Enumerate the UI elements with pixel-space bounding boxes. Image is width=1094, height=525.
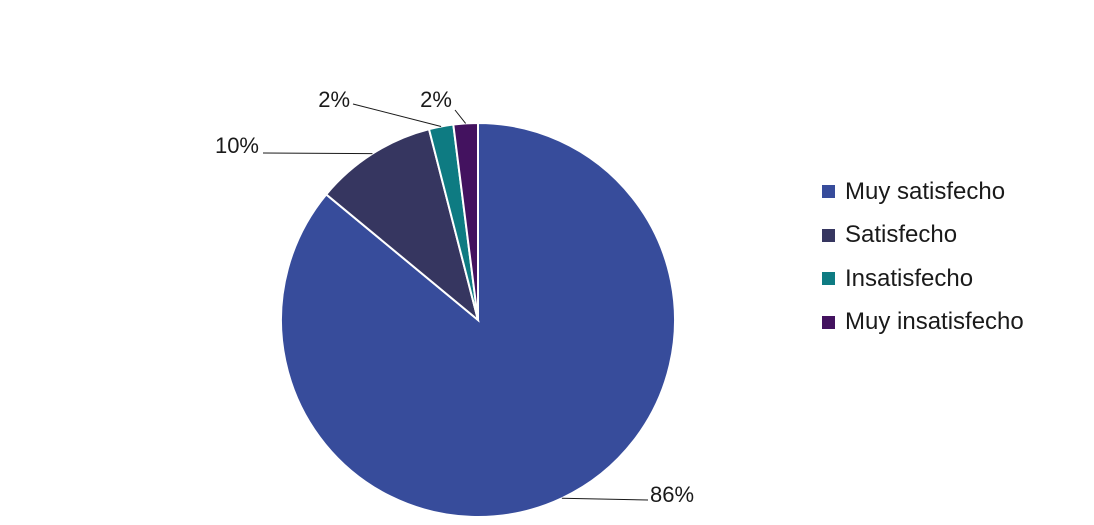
- legend-item-muy-satisfecho: Muy satisfecho: [822, 170, 1024, 214]
- legend-swatch: [822, 229, 835, 242]
- leader-line-muy-insatisfecho: [455, 110, 466, 123]
- legend-label: Muy insatisfecho: [845, 308, 1024, 336]
- data-label-satisfecho: 10%: [215, 133, 259, 158]
- data-label-muy-satisfecho: 86%: [650, 482, 694, 507]
- leader-line-muy-satisfecho: [562, 498, 648, 500]
- legend-label: Insatisfecho: [845, 265, 973, 293]
- data-label-insatisfecho: 2%: [318, 87, 350, 112]
- legend-label: Muy satisfecho: [845, 178, 1005, 206]
- legend-item-muy-insatisfecho: Muy insatisfecho: [822, 301, 1024, 345]
- data-label-muy-insatisfecho: 2%: [420, 87, 452, 112]
- legend-item-satisfecho: Satisfecho: [822, 214, 1024, 258]
- legend-swatch: [822, 272, 835, 285]
- legend-swatch: [822, 185, 835, 198]
- legend-item-insatisfecho: Insatisfecho: [822, 257, 1024, 301]
- legend: Muy satisfecho Satisfecho Insatisfecho M…: [822, 170, 1024, 344]
- legend-swatch: [822, 316, 835, 329]
- leader-line-satisfecho: [263, 153, 372, 154]
- legend-label: Satisfecho: [845, 221, 957, 249]
- pie-slices: [281, 123, 675, 517]
